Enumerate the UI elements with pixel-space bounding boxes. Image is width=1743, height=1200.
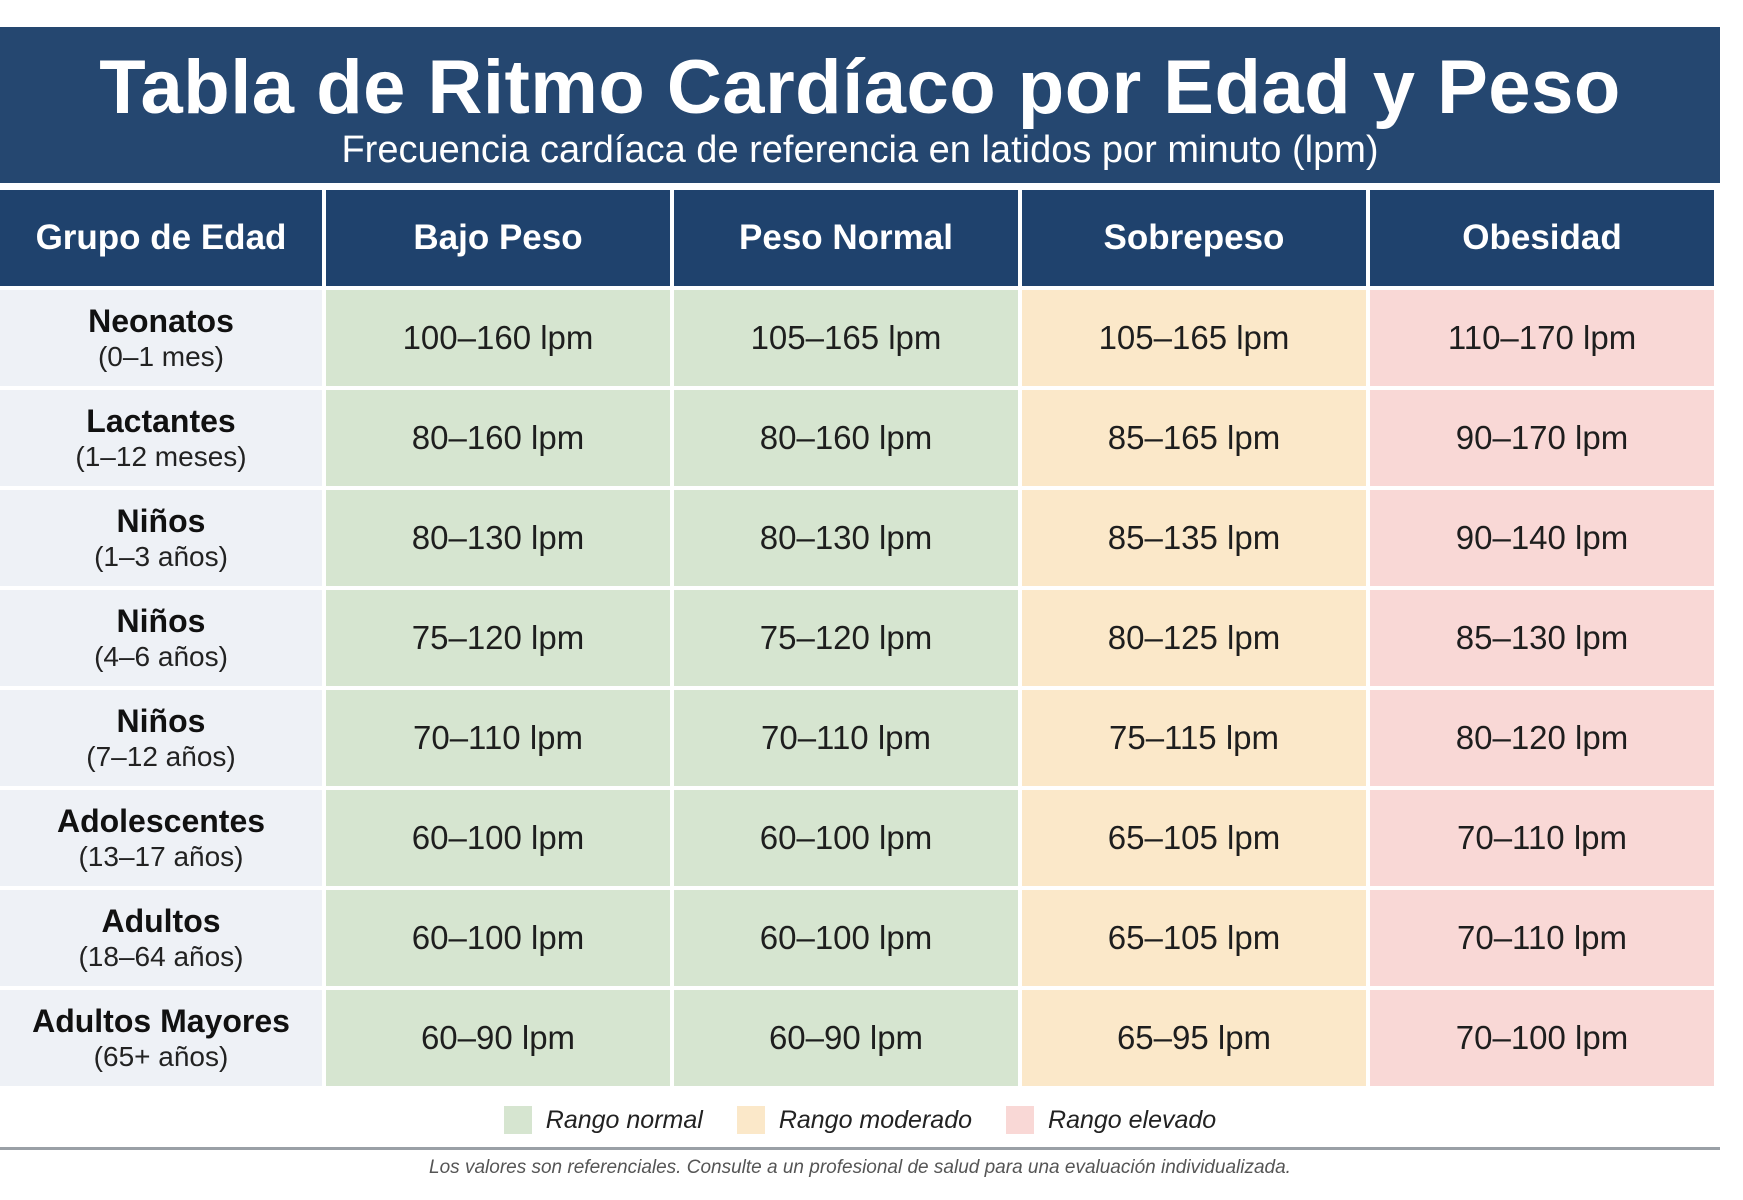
- heart-rate-cell-underweight: 70–110 lpm: [326, 690, 670, 786]
- age-group-cell: Niños (7–12 años): [0, 690, 322, 786]
- age-group-range: (1–3 años): [94, 541, 228, 572]
- legend-swatch-red: [1006, 1106, 1035, 1134]
- age-group-name: Adolescentes: [56, 803, 266, 839]
- heart-rate-cell-obesity: 70–100 lpm: [1370, 990, 1714, 1086]
- age-group-cell: Adultos (18–64 años): [0, 890, 322, 986]
- heart-rate-cell-obesity: 85–130 lpm: [1370, 590, 1714, 686]
- heart-rate-cell-obesity: 90–170 lpm: [1370, 390, 1714, 486]
- table-row: Niños (4–6 años) 75–120 lpm 75–120 lpm 80–12…: [0, 590, 1714, 686]
- heart-rate-cell-normal-weight: 105–165 lpm: [674, 290, 1018, 386]
- title-banner: Tabla de Ritmo Cardíaco por Edad y Peso …: [0, 27, 1720, 183]
- heart-rate-cell-underweight: 75–120 lpm: [326, 590, 670, 686]
- heart-rate-cell-obesity: 110–170 lpm: [1370, 290, 1714, 386]
- table-row: Adolescentes (13–17 años) 60–100 lpm 60–100…: [0, 790, 1714, 886]
- heart-rate-cell-obesity: 80–120 lpm: [1370, 690, 1714, 786]
- legend-swatch-yellow: [736, 1106, 765, 1134]
- heart-rate-cell-overweight: 65–95 lpm: [1022, 990, 1366, 1086]
- age-group-cell: Adolescentes (13–17 años): [0, 790, 322, 886]
- age-group-cell: Niños (4–6 años): [0, 590, 322, 686]
- column-header-obesity: Obesidad: [1370, 190, 1714, 286]
- heart-rate-cell-obesity: 70–110 lpm: [1370, 890, 1714, 986]
- legend-label-elevated: Rango elevado: [1048, 1105, 1217, 1134]
- age-group-cell: Niños (1–3 años): [0, 490, 322, 586]
- age-group-name: Niños: [116, 503, 206, 539]
- heart-rate-cell-normal-weight: 60–90 lpm: [674, 990, 1018, 1086]
- heart-rate-cell-normal-weight: 70–110 lpm: [674, 690, 1018, 786]
- legend-label-normal: Rango normal: [545, 1105, 703, 1134]
- heart-rate-cell-overweight: 105–165 lpm: [1022, 290, 1366, 386]
- heart-rate-cell-normal-weight: 80–160 lpm: [674, 390, 1018, 486]
- legend-item-elevated: Rango elevado: [1006, 1106, 1216, 1135]
- heart-rate-cell-overweight: 85–165 lpm: [1022, 390, 1366, 486]
- heart-rate-cell-underweight: 60–100 lpm: [326, 790, 670, 886]
- age-group-cell: Neonatos (0–1 mes): [0, 290, 322, 386]
- heart-rate-cell-underweight: 60–100 lpm: [326, 890, 670, 986]
- age-group-range: (65+ años): [93, 1041, 229, 1072]
- table-row: Niños (7–12 años) 70–110 lpm 70–110 lpm 75–1…: [0, 690, 1714, 786]
- legend-label-moderate: Rango moderado: [778, 1105, 973, 1134]
- age-group-name: Niños: [116, 703, 206, 739]
- age-group-name: Niños: [116, 603, 206, 639]
- heart-rate-cell-overweight: 65–105 lpm: [1022, 790, 1366, 886]
- page-subtitle: Frecuencia cardíaca de referencia en lat…: [341, 129, 1379, 171]
- heart-rate-table: Grupo de Edad Bajo Peso Peso Normal Sobr…: [0, 186, 1718, 1090]
- page-title: Tabla de Ritmo Cardíaco por Edad y Peso: [99, 45, 1621, 130]
- age-group-cell: Lactantes (1–12 meses): [0, 390, 322, 486]
- age-group-name: Neonatos: [88, 303, 234, 339]
- age-group-range: (7–12 años): [86, 741, 236, 772]
- heart-rate-cell-overweight: 85–135 lpm: [1022, 490, 1366, 586]
- heart-rate-cell-overweight: 80–125 lpm: [1022, 590, 1366, 686]
- age-group-range: (0–1 mes): [97, 341, 225, 372]
- heart-rate-cell-normal-weight: 60–100 lpm: [674, 890, 1018, 986]
- heart-rate-cell-obesity: 90–140 lpm: [1370, 490, 1714, 586]
- heart-rate-cell-underweight: 80–160 lpm: [326, 390, 670, 486]
- column-header-age-group: Grupo de Edad: [0, 190, 322, 286]
- heart-rate-cell-underweight: 80–130 lpm: [326, 490, 670, 586]
- heart-rate-cell-overweight: 75–115 lpm: [1022, 690, 1366, 786]
- column-header-normal-weight: Peso Normal: [674, 190, 1018, 286]
- footnote: Los valores son referenciales. Consulte …: [429, 1157, 1291, 1178]
- divider: [0, 1147, 1720, 1150]
- table-row: Niños (1–3 años) 80–130 lpm 80–130 lpm 85–13…: [0, 490, 1714, 586]
- heart-rate-cell-underweight: 100–160 lpm: [326, 290, 670, 386]
- legend: Rango normal Rango moderado Rango elevad…: [0, 1103, 1720, 1137]
- table-row: Adultos Mayores (65+ años) 60–90 lpm 60–90 …: [0, 990, 1714, 1086]
- table-row: Lactantes (1–12 meses) 80–160 lpm 80–160 lp…: [0, 390, 1714, 486]
- table-row: Adultos (18–64 años) 60–100 lpm 60–100 lpm 6…: [0, 890, 1714, 986]
- heart-rate-cell-obesity: 70–110 lpm: [1370, 790, 1714, 886]
- heart-rate-cell-normal-weight: 75–120 lpm: [674, 590, 1018, 686]
- column-header-overweight: Sobrepeso: [1022, 190, 1366, 286]
- age-group-range: (18–64 años): [78, 941, 244, 972]
- age-group-name: Adultos Mayores: [32, 1003, 290, 1039]
- table-row: Neonatos (0–1 mes) 100–160 lpm 105–165 lpm 1…: [0, 290, 1714, 386]
- age-group-range: (4–6 años): [94, 641, 228, 672]
- heart-rate-cell-underweight: 60–90 lpm: [326, 990, 670, 1086]
- age-group-range: (13–17 años): [78, 841, 244, 872]
- legend-swatch-green: [503, 1106, 532, 1134]
- age-group-name: Adultos: [101, 903, 221, 939]
- heart-rate-cell-normal-weight: 80–130 lpm: [674, 490, 1018, 586]
- heart-rate-cell-overweight: 65–105 lpm: [1022, 890, 1366, 986]
- table-header-row: Grupo de Edad Bajo Peso Peso Normal Sobr…: [0, 190, 1714, 286]
- age-group-name: Lactantes: [86, 403, 236, 439]
- age-group-cell: Adultos Mayores (65+ años): [0, 990, 322, 1086]
- column-header-underweight: Bajo Peso: [326, 190, 670, 286]
- heart-rate-cell-normal-weight: 60–100 lpm: [674, 790, 1018, 886]
- age-group-range: (1–12 meses): [75, 441, 247, 472]
- legend-item-moderate: Rango moderado: [736, 1105, 973, 1135]
- legend-item-normal: Rango normal: [503, 1105, 703, 1135]
